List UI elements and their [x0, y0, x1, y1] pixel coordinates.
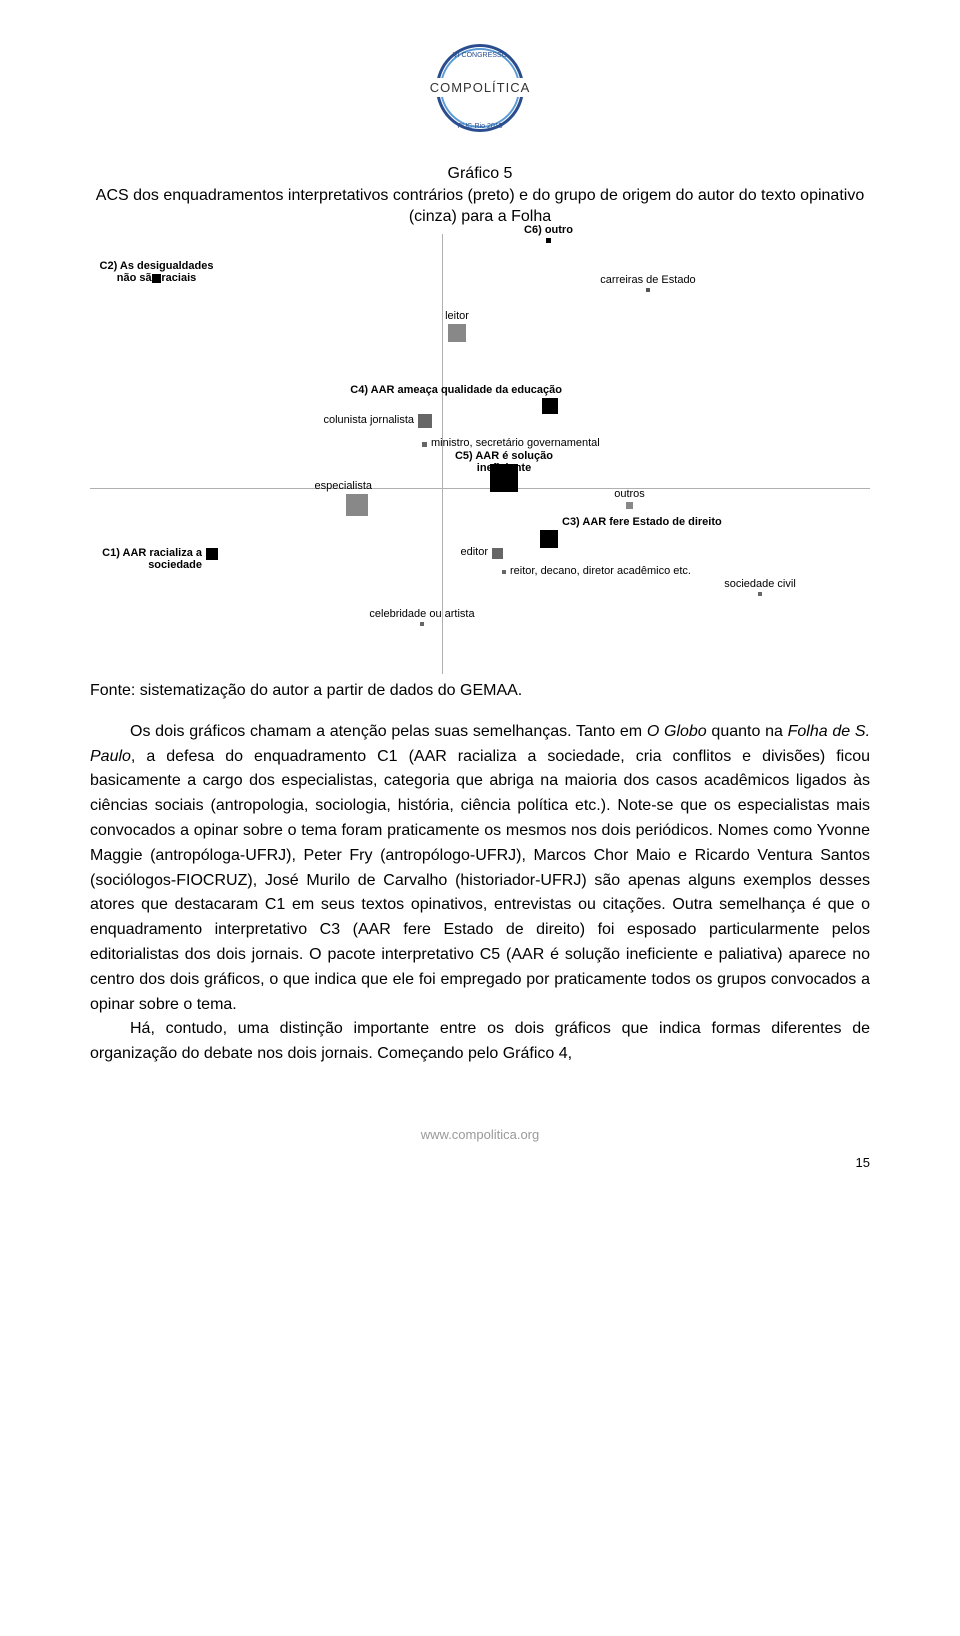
chart-marker	[420, 622, 424, 626]
logo-container: VI CONGRESSO COMPOLÍTICA PUC-Rio 2015	[90, 40, 870, 145]
chart-label: leitor	[388, 310, 526, 322]
figure-source: Fonte: sistematização do autor a partir …	[90, 682, 870, 700]
chart-label: carreiras de Estado	[586, 274, 710, 286]
chart-label: especialista	[315, 480, 372, 492]
page-number: 15	[856, 1155, 870, 1170]
chart-marker	[542, 398, 558, 414]
correspondence-chart: C6) outroC2) As desigualdades não são ra…	[90, 234, 870, 674]
chart-label: C5) AAR é solução ineficiente	[430, 450, 578, 474]
chart-marker	[448, 324, 466, 342]
caption-line1: Gráfico 5	[448, 165, 513, 182]
logo-brand: COMPOLÍTICA	[415, 78, 545, 97]
chart-marker	[626, 502, 633, 509]
chart-marker	[540, 530, 558, 548]
chart-label: reitor, decano, diretor acadêmico etc.	[510, 565, 691, 577]
page: VI CONGRESSO COMPOLÍTICA PUC-Rio 2015 Gr…	[0, 0, 960, 1202]
p1-text-c: quanto na	[707, 723, 788, 740]
chart-marker	[646, 288, 650, 292]
chart-horizontal-axis	[90, 488, 870, 489]
footer-url: www.compolitica.org	[90, 1127, 870, 1142]
chart-label: ministro, secretário governamental	[431, 437, 600, 449]
chart-label: sociedade civil	[698, 578, 822, 590]
chart-label: celebridade ou artista	[360, 608, 484, 620]
chart-label: C4) AAR ameaça qualidade da educação	[350, 384, 562, 396]
figure-caption: Gráfico 5 ACS dos enquadramentos interpr…	[90, 163, 870, 228]
compolitica-logo: VI CONGRESSO COMPOLÍTICA PUC-Rio 2015	[415, 40, 545, 140]
chart-label: C1) AAR racializa a sociedade	[90, 547, 202, 571]
chart-marker	[502, 570, 506, 574]
logo-bottom-text: PUC-Rio 2015	[415, 123, 545, 130]
chart-marker	[758, 592, 762, 596]
body-text: Os dois gráficos chamam a atenção pelas …	[90, 720, 870, 1067]
chart-marker	[492, 548, 503, 559]
p1-italic-globo: O Globo	[647, 723, 707, 740]
p1-text-e: , a defesa do enquadramento C1 (AAR raci…	[90, 748, 870, 1013]
chart-label: outros	[566, 488, 693, 500]
caption-line2: ACS dos enquadramentos interpretativos c…	[96, 187, 864, 226]
chart-label: colunista jornalista	[324, 414, 415, 426]
chart-marker	[422, 442, 427, 447]
p1-text-a: Os dois gráficos chamam a atenção pelas …	[130, 723, 647, 740]
chart-label: C6) outro	[486, 224, 611, 236]
logo-top-text: VI CONGRESSO	[415, 52, 545, 59]
chart-marker	[206, 548, 218, 560]
chart-marker	[418, 414, 432, 428]
paragraph-2: Há, contudo, uma distinção importante en…	[90, 1017, 870, 1067]
chart-label: C2) As desigualdades não são raciais	[92, 260, 221, 284]
chart-marker	[346, 494, 368, 516]
chart-marker	[546, 238, 551, 243]
chart-label: C3) AAR fere Estado de direito	[562, 516, 722, 528]
paragraph-1: Os dois gráficos chamam a atenção pelas …	[90, 720, 870, 1018]
chart-label: editor	[460, 546, 488, 558]
